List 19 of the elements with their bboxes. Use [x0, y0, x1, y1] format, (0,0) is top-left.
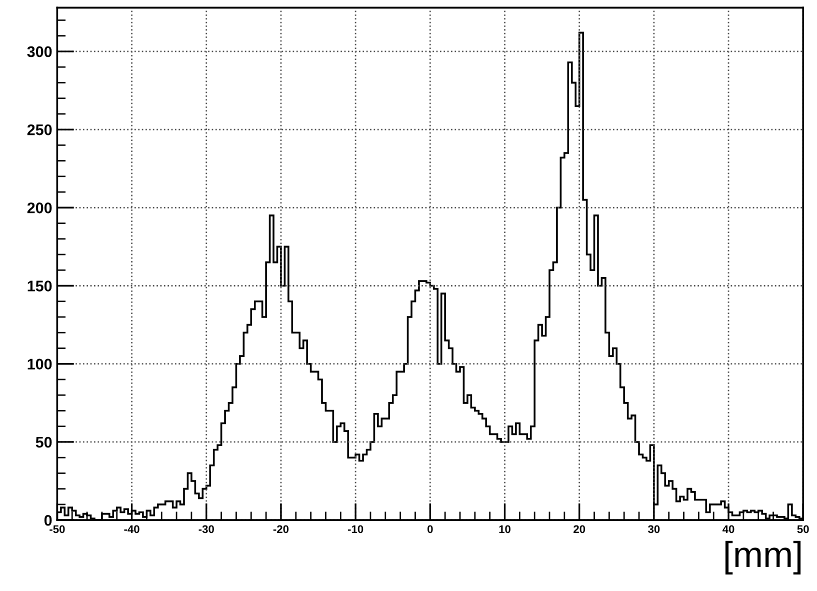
x-tick-label: -40 — [124, 525, 140, 534]
x-tick-label: 30 — [648, 525, 660, 534]
y-tick-label: 100 — [28, 358, 52, 370]
x-tick-label: -20 — [273, 525, 289, 534]
y-tick-label: 50 — [36, 436, 52, 448]
y-tick-label: 250 — [27, 124, 52, 136]
x-tick-label: -30 — [198, 525, 214, 534]
x-tick-label: -10 — [348, 525, 364, 534]
y-tick-label: 150 — [28, 280, 52, 292]
x-tick-label: 40 — [722, 525, 734, 534]
y-tick-label: 200 — [27, 202, 52, 214]
x-tick-label: 50 — [797, 525, 809, 534]
y-tick-label: 0 — [44, 514, 52, 526]
y-tick-label: 300 — [27, 46, 52, 58]
x-axis-title: [mm] — [725, 540, 801, 575]
x-tick-label: -50 — [50, 525, 65, 534]
x-tick-label: 10 — [499, 525, 510, 534]
x-tick-label: 0 — [428, 525, 433, 534]
x-tick-label: 20 — [574, 525, 586, 534]
